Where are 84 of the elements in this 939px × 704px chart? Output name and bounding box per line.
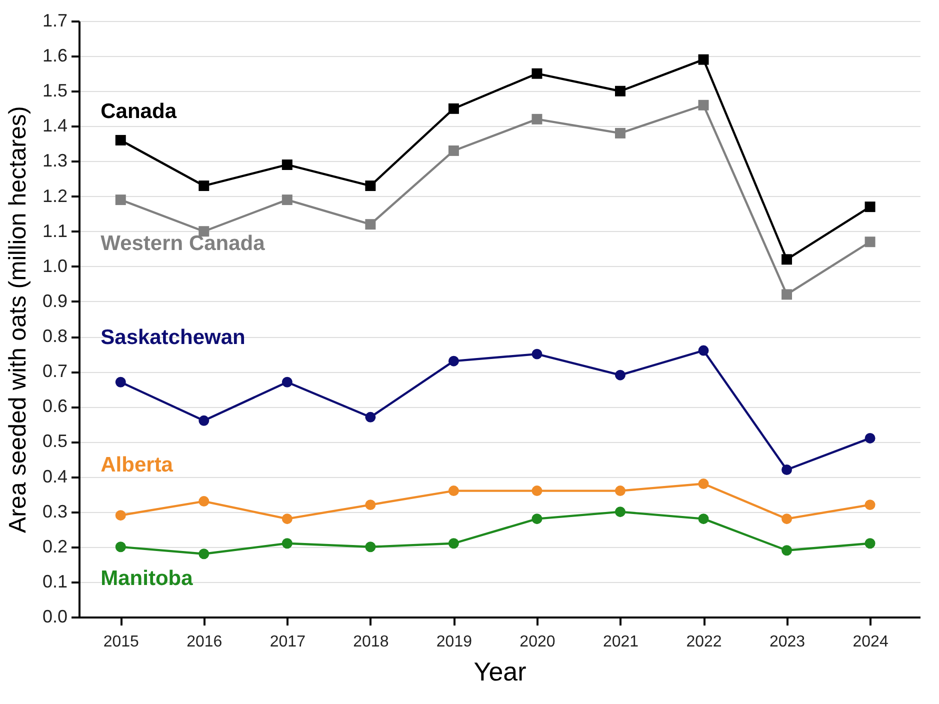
y-tick-label: 0.8 [42,326,68,346]
x-tick-label: 2022 [686,634,722,650]
point [282,159,292,170]
y-tick-label: 0.7 [42,361,68,382]
point [782,254,792,265]
y-tick-label: 1.0 [42,256,68,276]
point [115,376,126,388]
point [698,514,709,524]
point [864,538,876,549]
point [864,202,876,212]
y-tick-label: 0.5 [42,431,68,452]
point [782,464,792,475]
y-tick-label: 1.3 [42,150,68,171]
point [698,478,709,490]
y-tick-label: 1.1 [42,220,68,241]
point [532,68,542,79]
x-tick-label: 2019 [436,634,472,650]
x-tick-label: 2018 [353,634,389,650]
point [698,345,709,356]
point [614,370,626,380]
y-axis-title: Area seeded with oats (million hectares) [4,106,32,533]
point [282,376,292,388]
point [198,548,210,560]
point [115,134,126,146]
y-tick-label: 1.4 [42,116,68,136]
y-tick-label: 1.6 [42,46,68,66]
point [614,506,626,518]
x-tick-label: 2016 [186,634,222,650]
y-tick-label: 0.3 [42,501,68,522]
x-tick-label: 2015 [103,634,140,650]
point [448,486,459,496]
y-tick-label: 1.2 [42,186,68,206]
point [532,348,542,360]
point [864,432,876,444]
point [282,514,292,524]
series-label: Western Canada [100,232,266,255]
y-tick-label: 0.9 [42,290,68,311]
x-tick-label: 2024 [852,634,888,650]
point [614,486,626,496]
point [365,180,376,192]
point [782,514,792,524]
point [532,514,542,524]
y-tick-label: 0.2 [42,536,68,556]
point [864,500,876,510]
point [782,545,792,556]
y-tick-label: 0.4 [42,466,68,486]
point [365,412,376,422]
point [782,289,792,300]
series-label: Manitoba [100,566,194,590]
point [365,500,376,510]
y-tick-label: 1.5 [42,80,68,101]
point [614,128,626,138]
point [532,114,542,124]
y-tick-label: 0.0 [42,606,68,626]
series-label: Alberta [100,453,174,476]
series-label: Canada [100,100,177,124]
point [448,356,459,366]
point [198,180,210,192]
x-tick-label: 2021 [602,634,639,650]
x-tick-label: 2020 [520,634,556,650]
point [532,486,542,496]
point [448,145,459,156]
point [448,103,459,114]
point [115,542,126,552]
point [698,100,709,110]
point [198,496,210,507]
series-label: Saskatchewan [100,326,246,350]
point [198,415,210,426]
point [698,54,709,65]
x-tick-label: 2017 [270,634,306,650]
x-axis-title: Year [474,656,527,686]
y-tick-label: 0.6 [42,396,68,416]
point [282,538,292,549]
x-tick-label: 2023 [769,634,806,650]
point [448,538,459,549]
point [614,86,626,96]
y-tick-label: 1.7 [42,10,68,30]
point [864,236,876,248]
point [115,194,126,206]
point [365,219,376,230]
point [282,194,292,206]
point [365,542,376,552]
point [115,510,126,521]
y-tick-label: 0.1 [42,571,68,592]
